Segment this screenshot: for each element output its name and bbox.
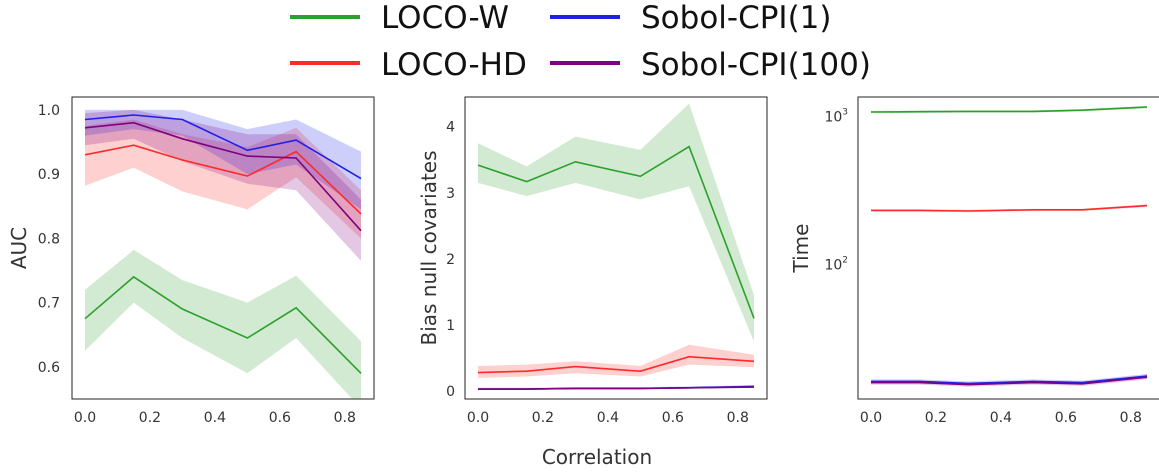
legend-entry-loco-w: LOCO-W <box>290 0 509 36</box>
plot-frame <box>71 96 375 400</box>
x-tick-label: 0.6 <box>1055 410 1077 426</box>
chart-panel-2: 0.0 0.2 0.4 0.6 0.8 0 1 2 3 4 Bias null covariates <box>417 96 768 426</box>
series-line-loco-w <box>477 145 755 319</box>
x-tick-label: 0.8 <box>1120 410 1142 426</box>
y-tick-label: 103 <box>824 107 848 125</box>
x-tick-label: 0.6 <box>662 410 684 426</box>
series-line-loco-w <box>84 275 362 374</box>
x-tick-label: 0.8 <box>334 410 356 426</box>
legend-entry-loco-hd: LOCO-HD <box>290 47 527 83</box>
x-tick-label: 0.0 <box>74 410 96 426</box>
series-line-sobol-cpi-100 <box>478 386 755 390</box>
tick-base: 10 <box>824 258 842 274</box>
legend-label: LOCO-W <box>381 0 509 36</box>
confidence-band-loco-hd <box>85 119 361 239</box>
series-line-loco-hd <box>871 204 1148 212</box>
y-tick-label: 0.9 <box>38 167 60 183</box>
y-tick-label: 1 <box>446 318 455 334</box>
y-tick-label: 3 <box>446 186 455 202</box>
x-tick-label: 0.2 <box>139 410 161 426</box>
x-tick-label: 0.0 <box>860 410 882 426</box>
plot-frame <box>464 96 768 400</box>
series-line-loco-hd <box>84 144 362 215</box>
tick-exponent: 2 <box>842 256 848 266</box>
confidence-band-loco-w <box>85 249 361 399</box>
plot-area <box>84 109 362 399</box>
series-line-sobol-cpi-100 <box>84 121 362 232</box>
legend: LOCO-W Sobol-CPI(1) LOCO-HD Sobol-CPI(10… <box>290 0 871 83</box>
legend-label: Sobol-CPI(1) <box>641 0 831 36</box>
plot-frame <box>857 96 1159 400</box>
confidence-band-sobol-cpi-1 <box>85 109 361 210</box>
x-tick-label: 0.4 <box>597 410 619 426</box>
plot-area <box>477 103 755 390</box>
y-tick-label: 1.0 <box>38 103 60 119</box>
chart-panel-1: 0.0 0.2 0.4 0.6 0.8 0.6 0.7 0.8 0.9 1.0 AUC <box>7 96 375 426</box>
y-tick-label: 102 <box>824 256 848 274</box>
legend-label: Sobol-CPI(100) <box>641 47 871 83</box>
tick-exponent: 3 <box>842 107 848 117</box>
x-tick-label: 0.6 <box>269 410 291 426</box>
series-line-sobol-cpi-1 <box>84 114 362 180</box>
series-line-loco-w <box>870 106 1148 113</box>
confidence-band-loco-w <box>478 103 754 342</box>
x-tick-label: 0.8 <box>727 410 749 426</box>
legend-entry-sobol-cpi-100: Sobol-CPI(100) <box>550 47 871 83</box>
legend-label: LOCO-HD <box>381 47 527 83</box>
plot-area <box>870 105 1148 387</box>
y-tick-label: 4 <box>446 120 455 136</box>
series-line-sobol-cpi-1 <box>871 375 1148 385</box>
y-axis-label: AUC <box>7 227 31 269</box>
confidence-band-sobol-cpi-100 <box>85 109 361 261</box>
y-tick-label: 0.8 <box>38 231 60 247</box>
y-tick-label: 0.6 <box>38 360 60 376</box>
legend-entry-sobol-cpi-1: Sobol-CPI(1) <box>550 0 831 36</box>
x-tick-label: 0.2 <box>925 410 947 426</box>
y-tick-label: 2 <box>446 252 455 268</box>
y-tick-label: 0.7 <box>38 296 60 312</box>
x-tick-label: 0.4 <box>204 410 226 426</box>
y-axis-label: Bias null covariates <box>417 150 441 345</box>
x-tick-label: 0.2 <box>532 410 554 426</box>
x-tick-label: 0.4 <box>990 410 1012 426</box>
y-tick-label: 0 <box>446 384 455 400</box>
confidence-band-loco-hd <box>478 344 754 378</box>
y-axis-label: Time <box>789 224 813 274</box>
series-line-loco-hd <box>477 355 755 374</box>
x-tick-label: 0.0 <box>467 410 489 426</box>
shared-x-axis-label: Correlation <box>542 445 652 469</box>
series-line-sobol-cpi-100 <box>871 376 1148 386</box>
tick-base: 10 <box>824 109 842 125</box>
